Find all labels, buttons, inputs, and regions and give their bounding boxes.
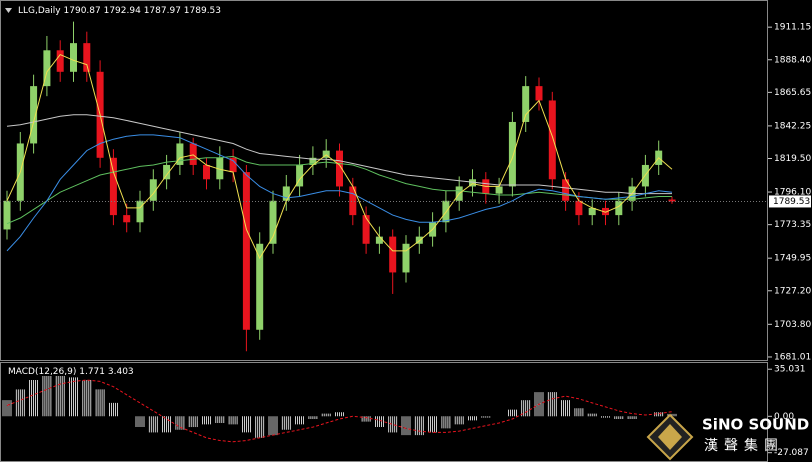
y-tick-label: 1749.95 — [774, 254, 811, 264]
marks — [0, 21, 772, 454]
price-tag-label: 1789.53 — [773, 197, 810, 207]
candle-body — [109, 157, 117, 216]
y-tick-label: 0.00 — [774, 412, 794, 422]
line — [6, 114, 672, 195]
y-tick-label: 35.031 — [774, 365, 806, 375]
y-tick-label: 1773.35 — [774, 220, 811, 230]
candle-body — [535, 86, 543, 101]
line — [6, 379, 673, 443]
y-tick-label: 1727.20 — [774, 286, 811, 296]
last-open: 1790.87 — [64, 6, 101, 16]
y-tick-label: 1842.25 — [774, 121, 811, 131]
candle-body — [322, 150, 330, 158]
candle-body — [588, 207, 596, 216]
arrow-icon — [5, 8, 12, 13]
macd-title: MACD(12,26,9) 1.771 3.403 — [8, 367, 134, 377]
candle-body — [562, 179, 570, 201]
logo-name: SiNO SOUND — [702, 416, 809, 434]
logo: SiNO SOUND 漢聲集團 — [646, 413, 809, 461]
candle-body — [216, 157, 224, 180]
candle-body — [615, 200, 623, 216]
candle-body — [83, 43, 91, 72]
candle-body — [548, 100, 556, 180]
candle-body — [189, 143, 197, 165]
candle-body — [668, 199, 676, 202]
candle-body — [229, 157, 237, 173]
macd-value: 1.771 — [79, 367, 105, 377]
candle-body — [375, 236, 383, 244]
candle-body — [242, 172, 250, 330]
line — [6, 53, 673, 260]
candle-body — [256, 243, 264, 330]
candle-body — [402, 243, 410, 273]
candle-body — [469, 179, 476, 187]
candle-body — [389, 236, 397, 273]
signal-value: 3.403 — [108, 367, 134, 377]
y-tick-label: 1796.10 — [774, 188, 811, 198]
candle-body — [70, 43, 77, 72]
candle-body — [30, 86, 38, 144]
candle-body — [149, 179, 157, 201]
candle-body — [163, 164, 171, 180]
candle-body — [522, 86, 530, 122]
labels: LLG,Daily 1790.87 1792.94 1787.97 1789.5… — [5, 6, 221, 377]
candle-body — [309, 157, 317, 165]
last-close: 1789.53 — [184, 6, 221, 16]
last-low: 1787.97 — [144, 6, 181, 16]
candle-body — [3, 200, 11, 230]
candle-body — [415, 236, 423, 244]
last-high: 1792.94 — [104, 6, 141, 16]
price-tag — [769, 195, 811, 208]
candle-body — [296, 164, 304, 187]
y-tick-label: 1819.50 — [774, 154, 811, 164]
line — [6, 134, 673, 252]
candle-body — [508, 121, 516, 187]
candle-body — [602, 207, 609, 216]
y-tick-label: 1681.01 — [774, 352, 811, 362]
y-tick-label: -27.087 — [774, 448, 809, 458]
y-tick-label: 1865.65 — [774, 88, 811, 98]
candle-body — [136, 200, 144, 223]
candle-body — [203, 164, 210, 180]
candle-body — [362, 215, 370, 244]
candle-body — [282, 186, 290, 201]
symbol: LLG,Daily — [18, 6, 61, 16]
chart-title: LLG,Daily 1790.87 1792.94 1787.97 1789.5… — [18, 6, 221, 16]
line — [6, 155, 672, 225]
candle-body — [123, 215, 131, 223]
logo-inner — [658, 424, 682, 450]
candle-body — [349, 186, 357, 216]
candle-body — [495, 186, 503, 194]
logo-subtitle: 漢聲集團 — [704, 437, 784, 454]
candle-body — [336, 150, 343, 187]
candle-body — [575, 200, 583, 216]
candle-body — [43, 50, 51, 87]
y-tick-label: 1888.40 — [774, 55, 811, 65]
candle-body — [176, 143, 184, 165]
candle-body — [269, 200, 277, 244]
y-tick-label: 1911.15 — [774, 23, 811, 33]
y-tick-label: 1703.80 — [774, 320, 811, 330]
main-frame — [0, 0, 768, 361]
macd-name: MACD(12,26,9) — [8, 367, 76, 377]
candle-body — [56, 50, 64, 72]
